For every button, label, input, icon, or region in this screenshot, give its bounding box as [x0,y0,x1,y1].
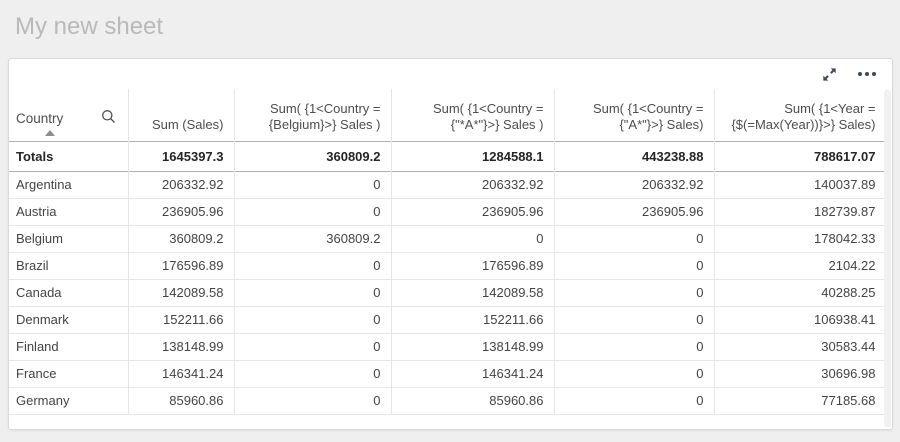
value-cell: 146341.24 [391,360,555,387]
totals-value-cell: 788617.07 [714,141,887,171]
table-header-row: Country Sum (Sales) Sum( {1<Country = {Bel… [9,89,887,141]
table-card: Country Sum (Sales) Sum( {1<Country = {Bel… [8,58,893,430]
value-cell: 178042.33 [714,225,887,252]
country-cell[interactable]: Belgium [9,225,129,252]
totals-row: Totals 1645397.3 360809.2 1284588.1 443238.8… [9,141,887,171]
value-cell: 0 [234,333,392,360]
value-cell: 0 [234,171,392,198]
column-header-country[interactable]: Country [9,89,129,141]
country-cell[interactable]: Denmark [9,306,129,333]
value-cell: 0 [554,225,715,252]
column-header-label: Country [16,110,64,126]
value-cell: 85960.86 [391,387,555,414]
value-cell: 206332.92 [391,171,555,198]
value-cell: 0 [234,360,392,387]
value-cell: 0 [554,252,715,279]
totals-value-cell: 360809.2 [234,141,392,171]
country-cell[interactable]: Canada [9,279,129,306]
value-cell: 0 [554,279,715,306]
country-cell[interactable]: Germany [9,387,129,414]
table-row: Canada 142089.58 0 142089.58 0 40288.25 [9,279,887,306]
dot [858,72,862,76]
value-cell: 40288.25 [714,279,887,306]
dot [872,72,876,76]
sheet-title: My new sheet [15,13,164,40]
column-header-measure-5[interactable]: Sum( {1<Year = {$(=Max(Year))}>} Sales) [714,89,887,141]
value-cell: 77185.68 [714,387,887,414]
value-cell: 152211.66 [128,306,235,333]
value-cell: 30696.98 [714,360,887,387]
country-cell[interactable]: France [9,360,129,387]
value-cell: 0 [234,252,392,279]
country-cell[interactable]: Austria [9,198,129,225]
table-row: Germany 85960.86 0 85960.86 0 77185.68 [9,387,887,414]
value-cell: 0 [234,387,392,414]
value-cell: 140037.89 [714,171,887,198]
totals-value-cell: 1645397.3 [128,141,235,171]
column-header-measure-1[interactable]: Sum (Sales) [128,89,235,141]
value-cell: 236905.96 [554,198,715,225]
value-cell: 176596.89 [391,252,555,279]
table-scrollbar[interactable] [884,90,891,427]
value-cell: 138148.99 [128,333,235,360]
dot [865,72,869,76]
value-cell: 30583.44 [714,333,887,360]
value-cell: 146341.24 [128,360,235,387]
value-cell: 182739.87 [714,198,887,225]
value-cell: 2104.22 [714,252,887,279]
sales-table: Country Sum (Sales) Sum( {1<Country = {Bel… [9,89,887,415]
sort-ascending-icon [45,129,55,136]
value-cell: 0 [234,306,392,333]
table-row: Austria 236905.96 0 236905.96 236905.96 18273… [9,198,887,225]
value-cell: 0 [554,333,715,360]
country-cell[interactable]: Argentina [9,171,129,198]
search-icon[interactable] [101,109,116,124]
value-cell: 85960.86 [128,387,235,414]
table-row: Finland 138148.99 0 138148.99 0 30583.44 [9,333,887,360]
value-cell: 106938.41 [714,306,887,333]
table-row: Denmark 152211.66 0 152211.66 0 106938.41 [9,306,887,333]
column-header-measure-3[interactable]: Sum( {1<Country = {"*A*"}>} Sales ) [391,89,555,141]
totals-value-cell: 1284588.1 [391,141,555,171]
value-cell: 360809.2 [234,225,392,252]
fullscreen-icon[interactable] [821,66,838,83]
value-cell: 0 [554,387,715,414]
totals-value-cell: 443238.88 [554,141,715,171]
value-cell: 0 [554,306,715,333]
value-cell: 138148.99 [391,333,555,360]
country-cell[interactable]: Finland [9,333,129,360]
country-cell[interactable]: Brazil [9,252,129,279]
table-row: Brazil 176596.89 0 176596.89 0 2104.22 [9,252,887,279]
table-row: Argentina 206332.92 0 206332.92 206332.92 140… [9,171,887,198]
value-cell: 206332.92 [554,171,715,198]
column-header-measure-4[interactable]: Sum( {1<Country = {"A*"}>} Sales) [554,89,715,141]
value-cell: 152211.66 [391,306,555,333]
more-options-icon[interactable] [858,68,876,80]
value-cell: 360809.2 [128,225,235,252]
column-header-measure-2[interactable]: Sum( {1<Country = {Belgium}>} Sales ) [234,89,392,141]
table-row: Belgium 360809.2 360809.2 0 0 178042.33 [9,225,887,252]
value-cell: 0 [391,225,555,252]
value-cell: 236905.96 [128,198,235,225]
value-cell: 206332.92 [128,171,235,198]
card-toolbar [9,59,892,89]
value-cell: 142089.58 [128,279,235,306]
value-cell: 176596.89 [128,252,235,279]
table-row: France 146341.24 0 146341.24 0 30696.98 [9,360,887,387]
totals-label-cell: Totals [9,141,129,171]
value-cell: 0 [234,279,392,306]
value-cell: 236905.96 [391,198,555,225]
value-cell: 0 [554,360,715,387]
value-cell: 142089.58 [391,279,555,306]
value-cell: 0 [234,198,392,225]
